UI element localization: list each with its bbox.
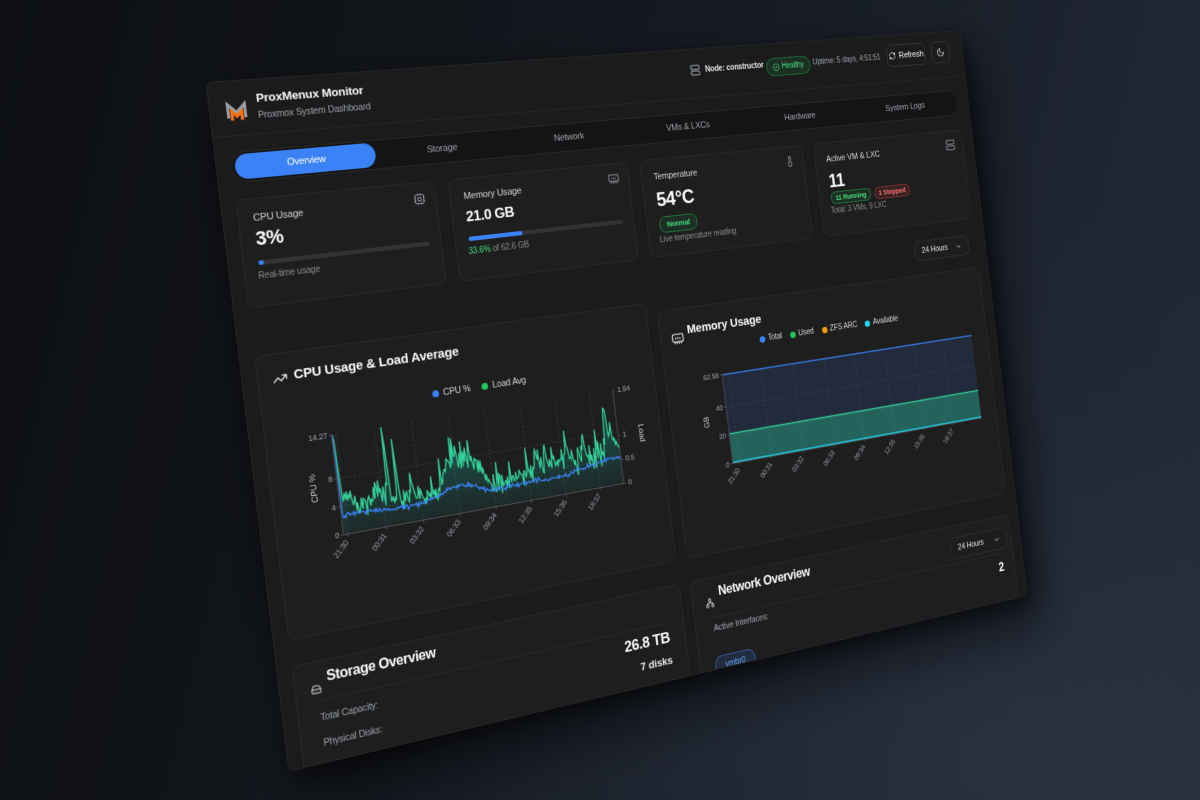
svg-text:0: 0 — [725, 460, 730, 469]
svg-text:20: 20 — [719, 431, 727, 441]
svg-text:00:31: 00:31 — [758, 460, 773, 479]
svg-text:15:36: 15:36 — [912, 432, 926, 451]
svg-text:Load: Load — [637, 423, 648, 442]
svg-text:14.27: 14.27 — [308, 431, 328, 444]
svg-text:0.5: 0.5 — [625, 453, 635, 463]
svg-text:12:35: 12:35 — [883, 437, 897, 456]
svg-text:62.56: 62.56 — [703, 371, 720, 382]
svg-text:40: 40 — [715, 403, 723, 413]
svg-text:18:37: 18:37 — [941, 427, 955, 445]
svg-text:21:30: 21:30 — [726, 466, 742, 486]
svg-text:0: 0 — [334, 531, 340, 541]
svg-text:03:32: 03:32 — [408, 524, 427, 545]
svg-text:GB: GB — [701, 416, 711, 429]
svg-text:8: 8 — [328, 475, 334, 485]
svg-text:1: 1 — [622, 430, 627, 439]
svg-text:03:32: 03:32 — [790, 454, 805, 473]
svg-text:18:37: 18:37 — [586, 492, 603, 512]
svg-text:12:35: 12:35 — [517, 504, 535, 525]
svg-text:1.94: 1.94 — [617, 383, 631, 394]
svg-text:09:34: 09:34 — [481, 511, 499, 532]
svg-text:4: 4 — [331, 503, 337, 513]
svg-text:15:36: 15:36 — [552, 498, 569, 519]
svg-text:0: 0 — [628, 477, 633, 487]
svg-text:21:30: 21:30 — [331, 538, 350, 560]
svg-text:09:34: 09:34 — [852, 443, 867, 462]
svg-text:00:31: 00:31 — [370, 531, 389, 553]
svg-text:CPU %: CPU % — [306, 474, 320, 504]
svg-text:06:33: 06:33 — [822, 449, 837, 468]
svg-text:06:33: 06:33 — [445, 517, 463, 538]
